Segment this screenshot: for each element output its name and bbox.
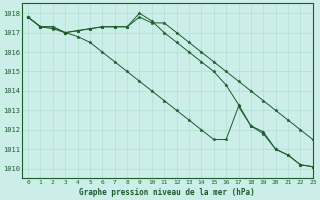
- X-axis label: Graphe pression niveau de la mer (hPa): Graphe pression niveau de la mer (hPa): [79, 188, 255, 197]
